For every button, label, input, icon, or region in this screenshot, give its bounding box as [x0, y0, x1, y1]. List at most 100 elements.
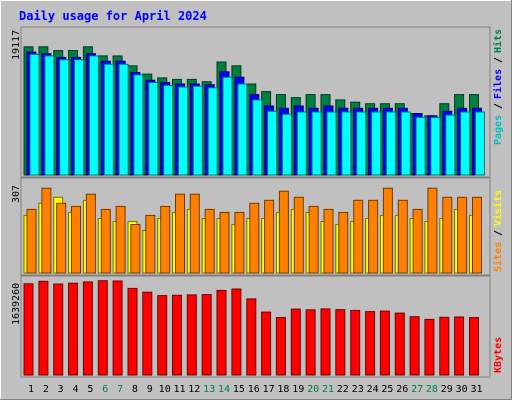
top-bar-pages-19: [296, 111, 307, 176]
bottom-bar-kbytes-9: [142, 291, 153, 376]
bars-mid-group: [23, 187, 482, 274]
panel-hits-files-pages: 19117 Pages / Files / Hits: [11, 26, 504, 178]
x-label-25: 25: [381, 384, 393, 395]
bottom-bar-kbytes-10: [157, 295, 168, 376]
panel-mid-ymax-label: 307: [11, 185, 22, 203]
mid-bar-sites-11: [175, 193, 185, 274]
top-bar-pages-20: [311, 111, 322, 176]
bottom-bar-kbytes-29: [439, 316, 450, 376]
bottom-bar-kbytes-4: [68, 282, 78, 376]
top-bar-pages-12: [192, 85, 203, 176]
x-label-12: 12: [188, 384, 200, 395]
legend-sites: Sites: [492, 242, 504, 272]
panel-kbytes: 1639260 KBytes: [11, 275, 504, 378]
mid-bar-sites-23: [353, 199, 364, 274]
bottom-bar-kbytes-1: [23, 283, 34, 376]
mid-bar-sites-25: [382, 187, 393, 274]
top-bar-pages-22: [341, 111, 352, 176]
mid-bar-sites-21: [323, 208, 334, 274]
mid-bar-sites-15: [234, 211, 245, 274]
bottom-bar-kbytes-13: [201, 294, 212, 376]
mid-bar-sites-1: [26, 208, 37, 274]
legend-sep-2: /: [493, 57, 504, 63]
mid-bar-sites-3: [56, 202, 67, 274]
top-bar-pages-24: [371, 111, 382, 176]
mid-bar-sites-18: [278, 190, 289, 274]
bottom-bar-kbytes-2: [38, 280, 49, 376]
bottom-bar-kbytes-24: [365, 311, 376, 376]
mid-bar-sites-5: [85, 193, 96, 274]
mid-bar-sites-19: [293, 196, 304, 274]
bottom-bar-kbytes-26: [394, 312, 405, 376]
top-bar-pages-16: [252, 99, 263, 176]
mid-bar-sites-6: [100, 208, 111, 274]
mid-bar-sites-20: [308, 205, 319, 274]
bottom-bar-kbytes-18: [275, 317, 286, 376]
legend-visits: Visits: [492, 190, 504, 226]
top-bar-pages-15: [237, 83, 248, 176]
mid-bar-sites-17: [264, 199, 275, 274]
x-label-7: 7: [117, 384, 123, 395]
bottom-bar-kbytes-27: [409, 316, 420, 376]
bottom-bar-kbytes-16: [246, 298, 257, 376]
mid-bar-sites-16: [249, 202, 260, 274]
x-label-31: 31: [470, 384, 482, 395]
bottom-bar-kbytes-12: [186, 294, 197, 376]
x-label-17: 17: [263, 384, 275, 395]
x-label-21: 21: [322, 384, 334, 395]
x-label-9: 9: [147, 384, 153, 395]
x-label-2: 2: [43, 384, 49, 395]
top-bar-pages-13: [207, 87, 218, 176]
mid-bar-sites-31: [472, 196, 482, 274]
x-label-16: 16: [248, 384, 260, 395]
top-bar-pages-23: [356, 111, 367, 176]
mid-bar-sites-28: [427, 187, 438, 274]
top-bar-pages-31: [475, 111, 485, 176]
bottom-bar-kbytes-5: [82, 281, 93, 376]
mid-bar-sites-9: [145, 214, 156, 274]
bottom-bar-kbytes-23: [350, 309, 361, 376]
bottom-bar-kbytes-14: [216, 289, 227, 376]
x-axis-labels: 1 2 3 4 5 6 7 8 9 10 11 12 13 14 15 16 17 18 19 20 21 22 23 24 2…: [28, 384, 483, 395]
chart-title: Daily usage for April 2024: [19, 9, 207, 23]
x-label-1: 1: [28, 384, 34, 395]
bottom-bar-kbytes-17: [261, 311, 272, 376]
mid-bar-sites-8: [130, 224, 141, 274]
mid-bar-sites-13: [204, 208, 215, 274]
panel-top-legend: Pages / Files / Hits: [492, 29, 504, 145]
bottom-bar-kbytes-11: [172, 294, 182, 376]
legend-sep-1: /: [493, 103, 504, 109]
top-bar-pages-29: [445, 114, 456, 176]
top-bar-pages-17: [267, 110, 278, 176]
bars-bottom-group: [23, 280, 479, 376]
bottom-bar-kbytes-8: [127, 287, 138, 376]
x-label-13: 13: [203, 384, 215, 395]
top-bar-pages-30: [460, 111, 471, 176]
x-label-18: 18: [277, 384, 289, 395]
bottom-bar-kbytes-3: [53, 283, 64, 376]
top-bar-pages-8: [133, 74, 144, 176]
x-label-10: 10: [159, 384, 171, 395]
x-label-24: 24: [367, 384, 379, 395]
top-bar-pages-6: [103, 63, 114, 176]
top-bar-pages-2: [44, 55, 55, 176]
bottom-bar-kbytes-6: [97, 280, 108, 376]
panel-top-ymax-label: 19117: [11, 30, 22, 60]
top-bar-pages-4: [74, 59, 84, 176]
mid-bar-sites-30: [457, 196, 468, 274]
bottom-bar-kbytes-20: [305, 309, 316, 376]
top-bar-pages-10: [163, 85, 174, 176]
legend-pages: Pages: [493, 115, 504, 145]
mid-bar-sites-26: [397, 199, 408, 274]
x-label-22: 22: [337, 384, 349, 395]
x-label-15: 15: [233, 384, 245, 395]
panel-bottom-legend: KBytes: [493, 337, 504, 373]
x-label-20: 20: [307, 384, 319, 395]
top-bar-pages-5: [88, 55, 99, 176]
x-label-14: 14: [218, 384, 230, 395]
mid-bar-sites-10: [160, 205, 171, 274]
bottom-bar-kbytes-30: [454, 316, 465, 376]
top-bar-pages-28: [430, 116, 441, 176]
x-label-27: 27: [411, 384, 423, 395]
